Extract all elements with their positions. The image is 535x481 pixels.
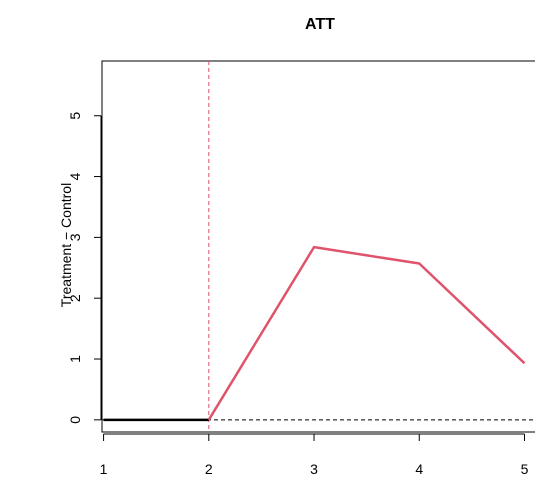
x-tick-label-1: 2 [205, 461, 213, 477]
x-tick-label-2: 3 [310, 461, 318, 477]
x-tick-label-0: 1 [100, 461, 108, 477]
y-axis-label: Treatment − Control [58, 183, 74, 307]
y-tick-label-1: 1 [67, 355, 83, 363]
y-tick-label-3: 3 [67, 233, 83, 241]
y-tick-label-4: 4 [67, 172, 83, 180]
x-tick-label-4: 5 [521, 461, 529, 477]
y-tick-label-5: 5 [67, 112, 83, 120]
y-tick-label-0: 0 [67, 416, 83, 424]
series-line-post-treatment [207, 245, 526, 421]
y-tick-label-2: 2 [67, 294, 83, 302]
plot-frame [101, 60, 535, 433]
x-tick-label-3: 4 [415, 461, 423, 477]
plot-layer: 1 2 3 4 5 0 1 2 3 4 5 [67, 60, 535, 477]
chart-title: ATT [305, 16, 335, 33]
